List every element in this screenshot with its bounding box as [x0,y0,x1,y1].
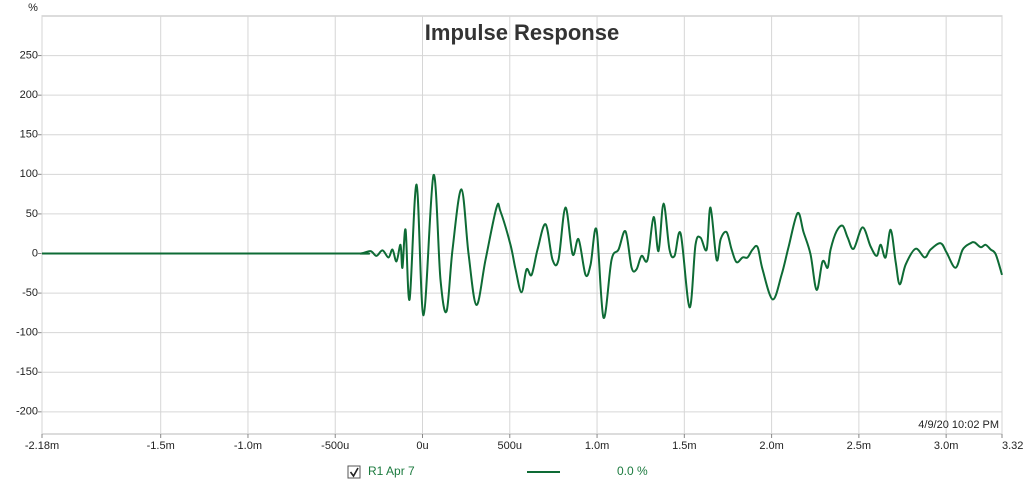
y-tick-label: -100 [16,327,38,339]
legend-label: R1 Apr 7 [368,464,415,478]
data-line [41,174,1003,319]
y-axis-label: % [28,2,38,14]
y-tick-label: 50 [26,208,38,220]
x-tick-label: 1.0m [585,440,609,452]
x-tick-label: 500u [498,440,522,452]
y-tick-label: 100 [20,168,38,180]
legend-value: 0.0 % [617,464,648,478]
grid [38,16,1003,438]
x-tick-label: 3.0m [934,440,958,452]
x-tick-label: 2.0m [759,440,783,452]
y-tick-label: 0 [32,247,38,259]
checkmark [349,467,359,478]
x-tick-label: 1.5m [672,440,696,452]
x-tick-label: -1.0m [234,440,262,452]
x-tick-label: -1.5m [147,440,175,452]
x-tick-label: 0u [416,440,428,452]
y-tick-label: 150 [20,129,38,141]
y-tick-label: -200 [16,406,38,418]
x-tick-label: 3.32ms [1002,440,1024,452]
x-tick-label: -500u [321,440,349,452]
chart-title: Impulse Response [425,20,619,45]
timestamp: 4/9/20 10:02 PM [918,419,999,431]
x-tick-label: -2.18m [25,440,59,452]
plot-lines [41,174,1003,319]
y-tick-label: -150 [16,366,38,378]
x-tick-label: 2.5m [847,440,871,452]
plot-area [41,15,1003,435]
legend: R1 Apr 7 0.0 % [347,464,648,479]
y-tick-label: 250 [20,49,38,61]
y-tick-label: -50 [22,287,38,299]
y-tick-label: 200 [20,89,38,101]
